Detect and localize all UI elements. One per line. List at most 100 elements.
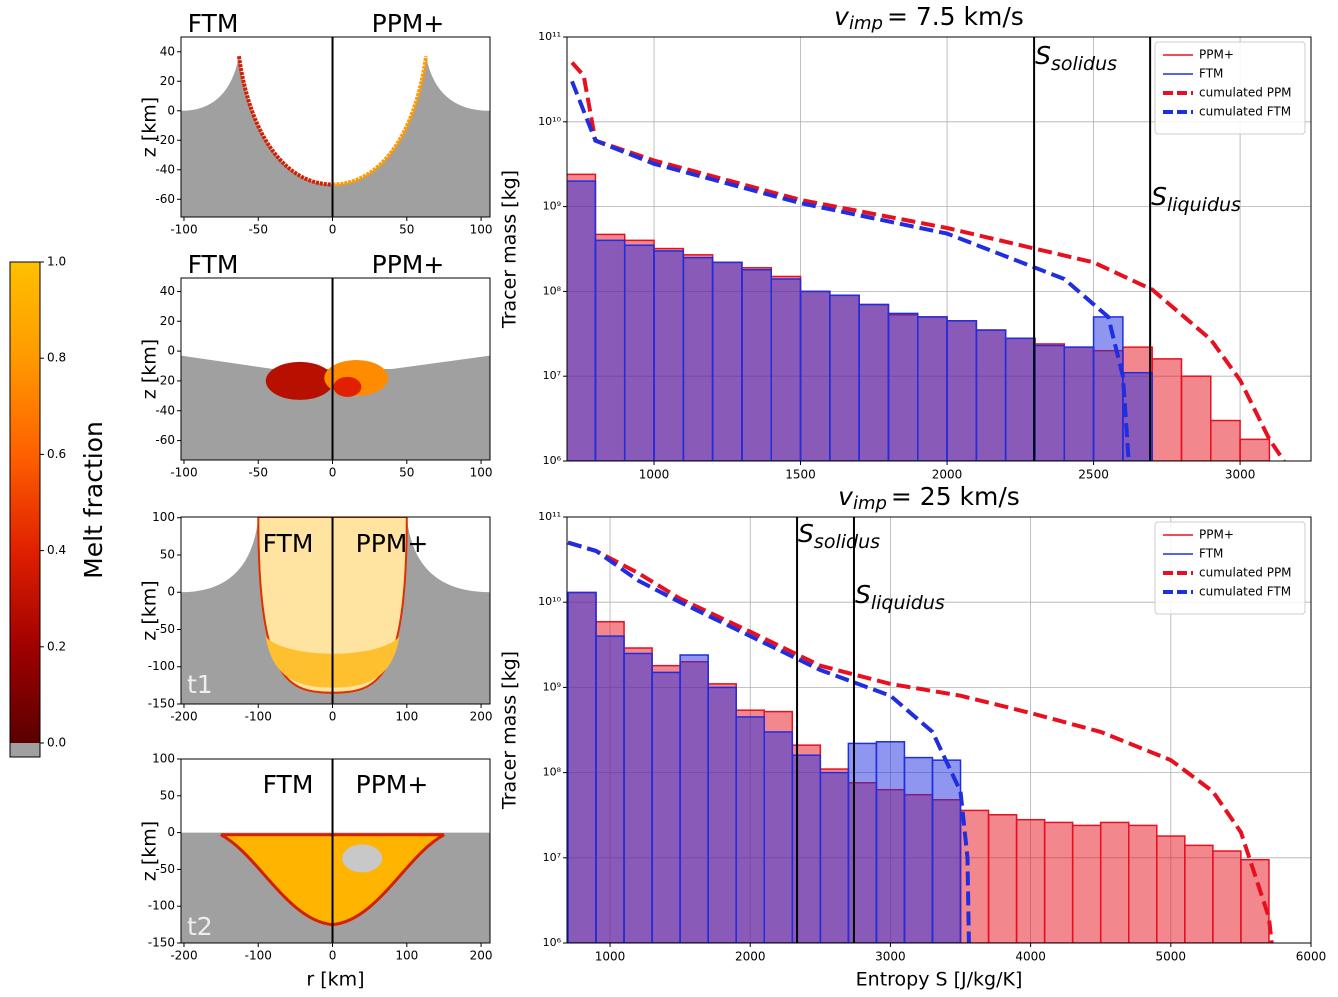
panel-label: FTM <box>188 9 239 38</box>
x-tick-label: 50 <box>399 466 414 480</box>
histogram-bar <box>1239 438 1271 461</box>
histogram-bar <box>623 244 655 461</box>
y-tick-label: 0 <box>167 344 175 358</box>
y-tick-label: -100 <box>148 899 175 913</box>
symbol: v <box>834 2 850 31</box>
histogram-bar <box>763 731 794 943</box>
x-tick-label: 5000 <box>1156 950 1187 964</box>
y-tick-label: 10⁸ <box>543 766 562 779</box>
x-tick-label: -50 <box>248 466 268 480</box>
y-axis-label: z [km] <box>139 339 161 399</box>
x-tick-label: 100 <box>395 710 418 724</box>
x-axis-label: Entropy S [J/kg/K] <box>856 969 1023 991</box>
subscript: imp <box>849 13 883 34</box>
histogram-bar <box>1099 821 1130 943</box>
y-tick-label: 10⁶ <box>543 454 562 467</box>
histogram-bar <box>1128 824 1158 943</box>
ground <box>181 56 490 217</box>
x-tick-label: 200 <box>470 710 493 724</box>
symbol: S <box>1035 41 1051 70</box>
plot-frame <box>180 36 491 218</box>
crater-image <box>181 832 490 943</box>
title-text: = 25 km/s <box>891 482 1020 511</box>
y-tick-label: 10¹⁰ <box>538 115 561 128</box>
y-tick-label: 10⁹ <box>543 680 561 693</box>
y-tick-label: 20 <box>160 314 175 328</box>
x-tick-label: 1000 <box>595 950 626 964</box>
cumulative-line <box>567 540 971 943</box>
histogram-bar <box>1180 375 1212 461</box>
plot-frame <box>180 516 491 705</box>
threshold-label: Sliquidus <box>1151 182 1241 216</box>
cumulative-line <box>567 540 1274 943</box>
y-tick-label: 0.4 <box>47 543 66 557</box>
x-tick-label: 0 <box>329 949 337 963</box>
subscript: liquidus <box>1167 194 1241 216</box>
histogram-bar <box>875 741 906 943</box>
crater-image <box>181 55 490 217</box>
x-tick-label: -100 <box>170 466 197 480</box>
histogram-bar <box>1184 844 1214 943</box>
subscript: solidus <box>1051 53 1117 75</box>
histogram-bar <box>741 269 772 461</box>
y-tick-label: 1.0 <box>47 255 66 269</box>
y-tick-label: -150 <box>148 936 175 950</box>
panel-label: FTM <box>188 250 239 279</box>
legend-label: cumulated FTM <box>1199 585 1291 599</box>
time-tag: t1 <box>187 670 213 699</box>
y-axis-label: z [km] <box>139 821 161 881</box>
y-tick-label: 10⁹ <box>543 200 561 213</box>
y-tick-label: 100 <box>152 510 175 524</box>
subscript: imp <box>853 493 887 514</box>
histogram-bar <box>1092 316 1124 461</box>
histogram-bar <box>975 329 1007 461</box>
y-tick-label: -20 <box>155 133 175 147</box>
x-tick-label: 200 <box>470 949 493 963</box>
legend-label: cumulated FTM <box>1199 105 1291 119</box>
y-tick-label: -60 <box>155 192 175 206</box>
histogram-bar <box>799 290 831 461</box>
y-tick-label: -40 <box>155 403 175 417</box>
y-tick-label: -40 <box>155 162 175 176</box>
y-tick-label: 0.0 <box>47 736 66 750</box>
melt-blob <box>333 376 362 397</box>
x-tick-label: 0 <box>329 710 337 724</box>
symbol: v <box>838 482 854 511</box>
x-tick-label: 2000 <box>735 950 766 964</box>
threshold-label: Ssolidus <box>798 519 880 553</box>
histogram-bar <box>931 759 962 943</box>
y-tick-label: -150 <box>148 697 175 711</box>
legend-label: FTM <box>1199 547 1223 561</box>
y-tick-label: 10⁷ <box>543 851 561 864</box>
chart-title: vimp = 7.5 km/s <box>834 2 1024 34</box>
y-axis-label: Tracer mass [kg] <box>499 651 521 810</box>
histogram-bar <box>1212 850 1242 943</box>
histogram-bar <box>1151 358 1183 461</box>
histogram-bar <box>959 809 990 943</box>
y-tick-label: -50 <box>155 862 175 876</box>
time-tag: t2 <box>187 912 213 941</box>
histogram-bar <box>987 814 1018 943</box>
x-tick-label: 100 <box>395 949 418 963</box>
x-tick-label: 6000 <box>1296 950 1327 964</box>
threshold-label: Sliquidus <box>855 580 945 614</box>
legend-label: cumulated PPM <box>1199 86 1292 100</box>
histogram-bar <box>1071 824 1102 943</box>
panel-label: FTM <box>263 529 314 558</box>
x-tick-label: -100 <box>245 949 272 963</box>
chart-title: vimp = 25 km/s <box>838 482 1020 514</box>
y-tick-label: 10⁸ <box>543 284 562 297</box>
panel-label: PPM+ <box>372 9 445 38</box>
y-tick-label: 50 <box>160 547 175 561</box>
panel-label: PPM+ <box>356 529 429 558</box>
symbol: S <box>855 580 871 609</box>
plot-frame <box>180 277 491 461</box>
x-tick-label: 100 <box>470 223 493 237</box>
histogram-bar <box>679 654 709 943</box>
histogram-bar <box>847 742 878 943</box>
histogram-bar <box>711 261 743 461</box>
x-tick-label: 3000 <box>875 950 906 964</box>
y-tick-label: 100 <box>152 752 175 766</box>
subscript: solidus <box>814 531 880 553</box>
